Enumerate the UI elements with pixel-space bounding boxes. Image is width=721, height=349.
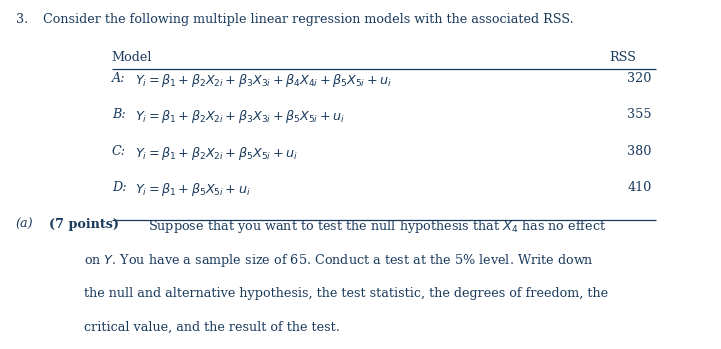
Text: $Y_i = \beta_1 + \beta_2 X_{2i} + \beta_3 X_{3i} + \beta_5 X_{5i} + u_i$: $Y_i = \beta_1 + \beta_2 X_{2i} + \beta_… [135,108,345,125]
Text: 355: 355 [627,108,652,121]
Text: Suppose that you want to test the null hypothesis that $X_4$ has no effect: Suppose that you want to test the null h… [148,218,606,235]
Text: Consider the following multiple linear regression models with the associated RSS: Consider the following multiple linear r… [43,13,574,26]
Text: 380: 380 [627,145,652,158]
Text: Model: Model [112,51,152,64]
Text: $Y_i = \beta_1 + \beta_5 X_{5i} + u_i$: $Y_i = \beta_1 + \beta_5 X_{5i} + u_i$ [135,181,250,199]
Text: 320: 320 [627,72,652,84]
Text: 410: 410 [627,181,652,194]
Text: D:: D: [112,181,126,194]
Text: A:: A: [112,72,125,84]
Text: $Y_i = \beta_1 + \beta_2 X_{2i} + \beta_3 X_{3i} + \beta_4 X_{4i} + \beta_5 X_{5: $Y_i = \beta_1 + \beta_2 X_{2i} + \beta_… [135,72,392,89]
Text: 3.: 3. [16,13,28,26]
Text: the null and alternative hypothesis, the test statistic, the degrees of freedom,: the null and alternative hypothesis, the… [84,287,608,299]
Text: $Y_i = \beta_1 + \beta_2 X_{2i} + \beta_5 X_{5i} + u_i$: $Y_i = \beta_1 + \beta_2 X_{2i} + \beta_… [135,145,298,162]
Text: on $Y$. You have a sample size of 65. Conduct a test at the 5% level. Write down: on $Y$. You have a sample size of 65. Co… [84,252,593,269]
Text: (a): (a) [16,218,33,231]
Text: C:: C: [112,145,125,158]
Text: (7 points): (7 points) [49,218,119,231]
Text: B:: B: [112,108,125,121]
Text: critical value, and the result of the test.: critical value, and the result of the te… [84,321,340,334]
Text: RSS: RSS [609,51,636,64]
